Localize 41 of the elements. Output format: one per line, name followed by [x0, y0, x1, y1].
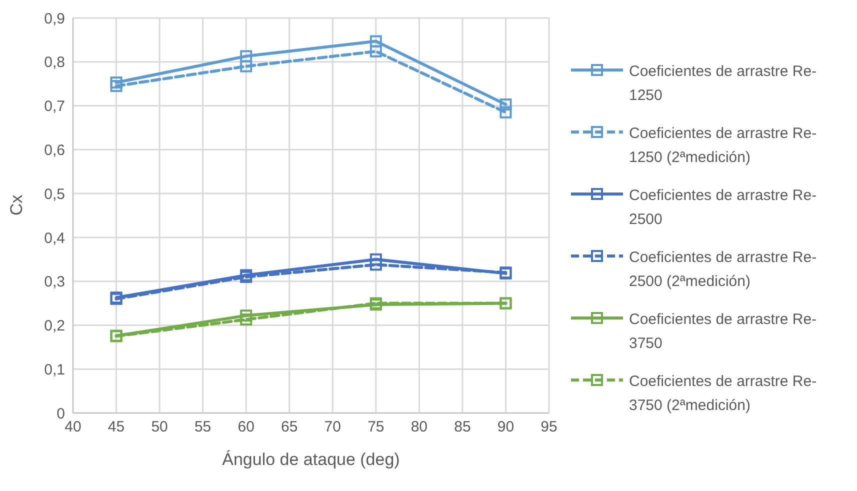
- x-tick-label: 75: [368, 418, 384, 436]
- x-tick-label: 80: [410, 418, 428, 436]
- y-tick-label: 0,6: [44, 142, 65, 159]
- point: [500, 98, 512, 110]
- point: [240, 310, 252, 322]
- point: [110, 80, 122, 92]
- x-tick-label: 65: [281, 418, 298, 436]
- x-tick-label: 70: [324, 418, 341, 436]
- point: [240, 314, 252, 326]
- x-tick-label: 60: [238, 418, 254, 436]
- y-tick-label: 0,2: [44, 318, 65, 335]
- x-axis-title: Ángulo de ataque (deg): [222, 450, 400, 469]
- y-tick-label: 0,9: [44, 10, 65, 28]
- y-tick-label: 0,5: [44, 186, 65, 203]
- legend-label: Coeficientes de arrastre Re-3750 (2ªmedición): [629, 372, 818, 416]
- y-tick-label: 0,1: [44, 361, 65, 378]
- x-tick-label: 40: [64, 418, 82, 436]
- legend-label: Coeficientes de arrastre Re-1250: [629, 62, 818, 106]
- y-tick-label: 0: [56, 405, 65, 422]
- point: [370, 45, 382, 58]
- point: [370, 253, 382, 266]
- x-tick-label: 85: [454, 418, 471, 436]
- y-tick-label: 0,4: [44, 230, 65, 247]
- point: [370, 35, 382, 48]
- y-axis-title: Cx: [7, 194, 26, 216]
- y-tick-label: 0,8: [44, 54, 65, 72]
- legend-label: Coeficientes de arrastre Re-2500: [629, 186, 818, 230]
- x-tick-label: 90: [497, 418, 514, 436]
- legend-label: Coeficientes de arrastre Re-3750: [629, 310, 818, 354]
- x-tick-label: 95: [540, 418, 558, 436]
- legend-label: Coeficientes de arrastre Re-2500 (2ªmedición): [629, 248, 818, 292]
- y-tick-label: 0,3: [44, 274, 65, 291]
- point: [240, 60, 252, 72]
- point: [240, 50, 252, 62]
- point: [500, 106, 512, 118]
- point: [110, 76, 122, 89]
- x-tick-label: 45: [108, 418, 125, 436]
- legend-label: Coeficientes de arrastre Re-1250 (2ªmedición): [629, 124, 818, 168]
- x-tick-label: 55: [194, 418, 212, 436]
- x-tick-label: 50: [151, 418, 168, 436]
- y-tick-label: 0,7: [44, 98, 65, 116]
